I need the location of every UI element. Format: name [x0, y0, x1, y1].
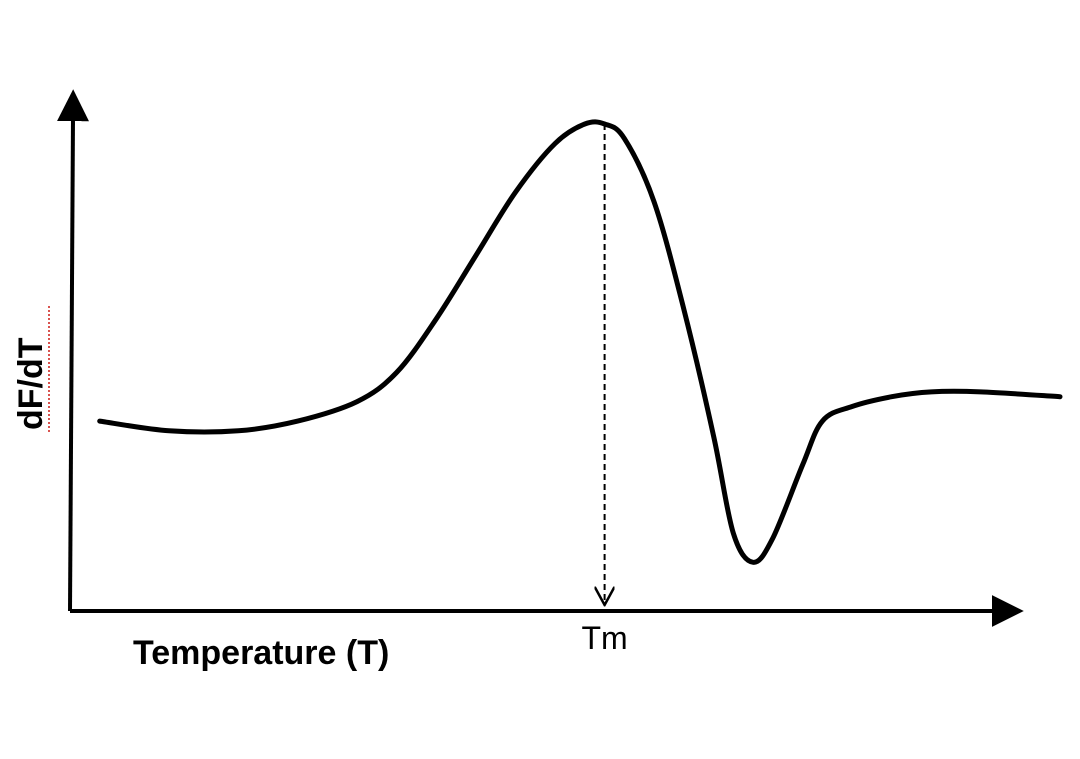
y-axis	[56, 89, 89, 612]
tm-marker-label: Tm	[581, 620, 627, 656]
y-axis-label: dF/dT	[12, 337, 50, 430]
series-line-0	[97, 119, 1063, 565]
series-layer	[97, 119, 1063, 565]
x-axis-label: Temperature (T)	[133, 634, 389, 672]
